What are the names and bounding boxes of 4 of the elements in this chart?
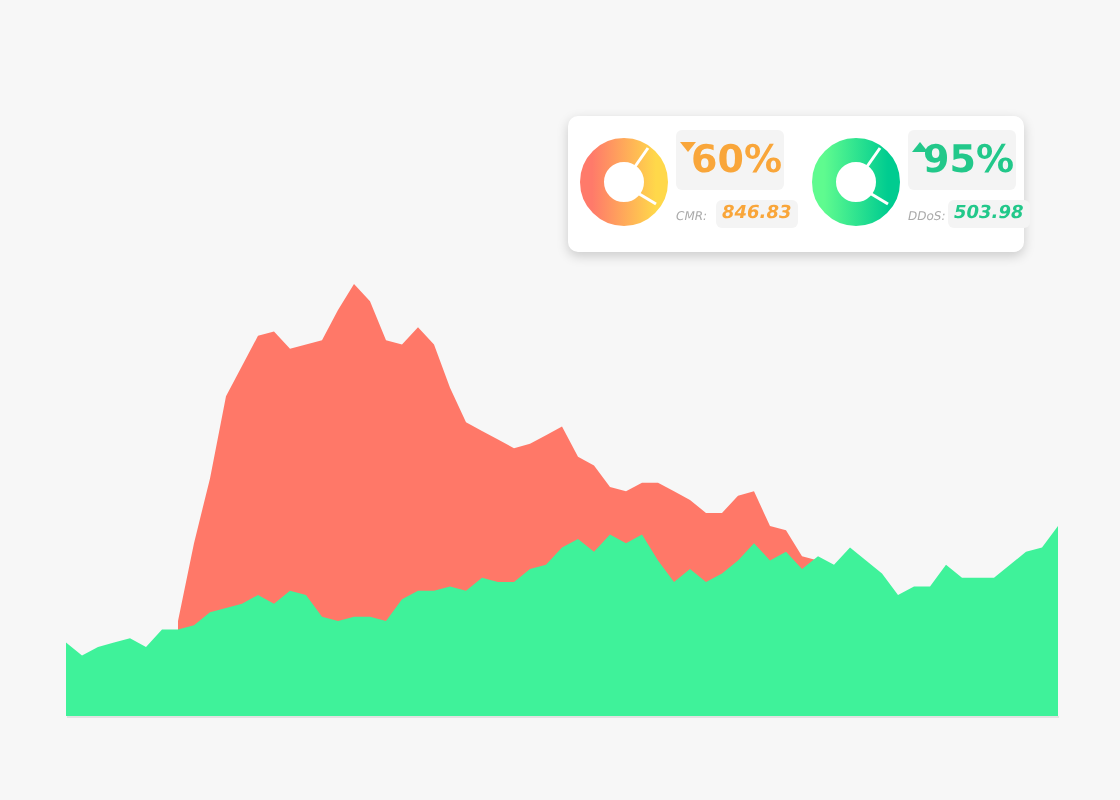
text: 846.83 (716, 200, 798, 228)
text: 95% (908, 130, 1016, 190)
text: 60% (676, 130, 784, 190)
text: 503.98 (948, 200, 1030, 228)
